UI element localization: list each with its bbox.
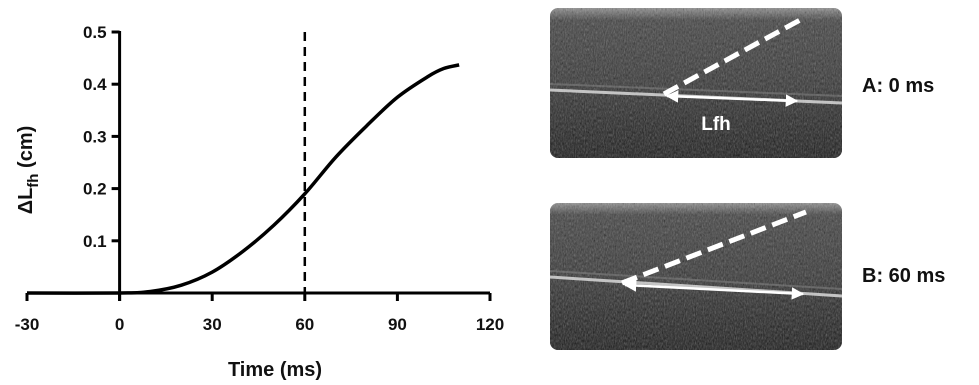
y-tick-label: 0.5: [83, 23, 107, 42]
fascicle-length-label: Lfh: [701, 114, 731, 135]
fascicle-length-arrow-a: [665, 90, 799, 107]
x-tick-label: 90: [388, 315, 407, 334]
y-axis-title-unit: (cm): [15, 126, 37, 174]
x-tick-label: 120: [476, 315, 504, 334]
x-axis-ticks: -30 0 30 60 90 120: [15, 293, 504, 334]
line-chart: 0.10.20.30.40.5 -30 0 30 60 90 120 Time (ms) …: [15, 23, 504, 381]
y-tick-label: 0.1: [83, 232, 107, 251]
y-axis-ticks: 0.1 0.2 0.3 0.4 0.5: [83, 23, 120, 251]
fascicle-line-a: [662, 17, 802, 97]
fascicle-length-arrow-b: [623, 279, 805, 300]
x-tick-label: 0: [115, 315, 124, 334]
x-tick-label: 60: [295, 315, 314, 334]
panel-a-label: A: 0 ms: [862, 75, 934, 97]
ultrasound-image-b: [550, 203, 842, 350]
fascicle-line-b: [621, 209, 807, 286]
y-tick-label: 0.3: [83, 127, 107, 146]
series-line-delta-lfh: [26, 63, 460, 295]
y-axis-title-main: ΔL: [15, 188, 37, 215]
ultrasound-image-a: Lfh: [550, 8, 842, 158]
y-axis-title-subscript: fh: [25, 174, 42, 188]
x-tick-label: 30: [203, 315, 222, 334]
y-tick-label: 0.2: [83, 180, 107, 199]
y-tick-label: 0.4: [83, 75, 107, 94]
y-axis-title: ΔLfh (cm): [15, 126, 42, 215]
x-axis-title: Time (ms): [228, 359, 322, 381]
x-tick-label: -30: [15, 315, 40, 334]
panel-b-label: B: 60 ms: [862, 265, 945, 287]
